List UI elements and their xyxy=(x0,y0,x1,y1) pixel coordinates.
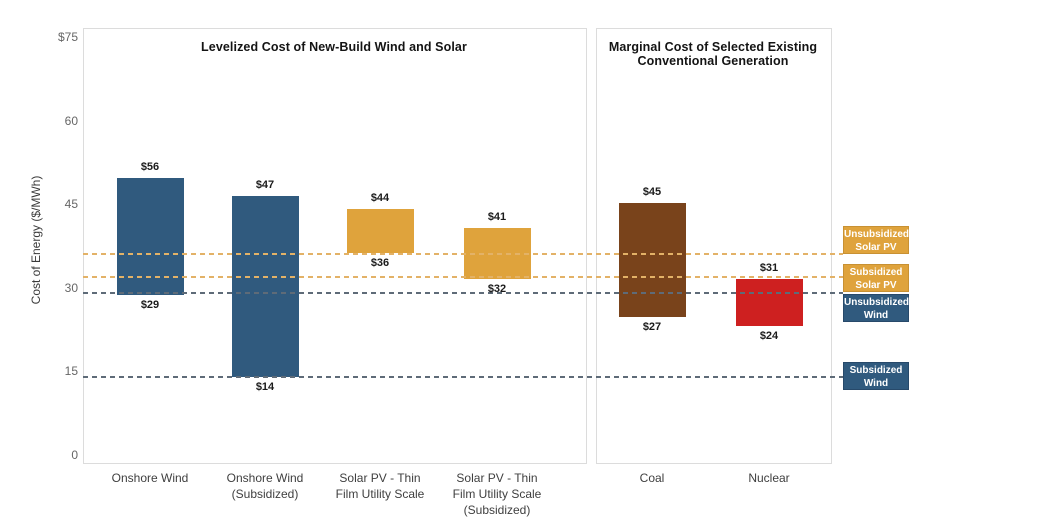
legend-badge-label-line: Solar PV xyxy=(855,279,897,291)
legend-badge-subsidized-solar-pv: Subsidized Solar PV xyxy=(843,264,909,292)
y-tick-label: 30 xyxy=(64,280,78,295)
y-tick-label: $75 xyxy=(57,30,78,44)
x-axis-category-label: Coal xyxy=(577,470,727,486)
x-axis-category-label-line: Solar PV - Thin xyxy=(456,471,538,485)
reference-line-unsubsidized-solar-pv xyxy=(83,253,843,256)
legend-badge-label-line: Wind xyxy=(863,309,889,321)
legend-badge-unsubsidized-solar-pv: Unsubsidized Solar PV xyxy=(843,226,909,254)
x-axis-category-label: Onshore Wind xyxy=(75,470,225,486)
bar-high-value-label: $56 xyxy=(140,161,160,173)
bar-low-value-label: $24 xyxy=(759,330,779,343)
reference-line-unsubsidized-wind xyxy=(83,292,843,295)
legend-badge-label-line: Unsubsidized xyxy=(844,229,910,240)
bar-low-value-label: $29 xyxy=(140,299,160,312)
x-axis-category-label: Solar PV - Thin Film Utility Scale (Subsid… xyxy=(422,470,572,518)
panel2-title: Marginal Cost of Selected Existing Conve… xyxy=(596,40,830,68)
legend-badge-label-line: Subsidized xyxy=(849,365,903,376)
bar-low-value-label: $27 xyxy=(642,320,662,333)
bar-onshore-wind xyxy=(116,178,184,296)
legend-badge-label-line: Solar PV xyxy=(855,241,897,253)
panel-marginal-cost xyxy=(596,28,832,464)
legend-badge-label-line: Unsubsidized xyxy=(844,297,910,308)
bar-high-value-label: $45 xyxy=(642,186,662,199)
x-axis-category-label-line: Coal xyxy=(639,471,665,485)
panel2-title-line1: Marginal Cost of Selected Existing xyxy=(608,40,818,54)
y-tick-label: 0 xyxy=(71,448,78,462)
panel1-title: Levelized Cost of New-Build Wind and Sol… xyxy=(201,40,467,54)
bar-low-value-label: $14 xyxy=(255,380,275,393)
y-tick-label: 15 xyxy=(64,364,78,379)
legend-badge-unsubsidized-wind: Unsubsidized Wind xyxy=(843,294,909,322)
bar-onshore-wind-subsidized xyxy=(231,195,299,377)
bar-coal xyxy=(618,203,686,317)
bar-high-value-label: $31 xyxy=(759,262,779,275)
y-tick-label: 60 xyxy=(64,113,78,128)
bar-high-value-label: $44 xyxy=(370,192,390,205)
x-axis-category-label-line: Solar PV - Thin xyxy=(339,471,421,485)
bar-low-value-label: $32 xyxy=(487,283,507,296)
legend-badge-label-line: Subsidized xyxy=(849,267,903,278)
panel-levelized-cost xyxy=(83,28,587,464)
bar-high-value-label: $47 xyxy=(255,178,275,191)
reference-line-subsidized-wind xyxy=(83,375,843,378)
x-axis-category-label-line: (Subsidized) xyxy=(463,503,531,517)
panel2-title-line2: Conventional Generation xyxy=(637,54,789,68)
x-axis-category-label-line: Onshore Wind xyxy=(226,471,304,485)
x-axis-category-label-line: Film Utility Scale xyxy=(335,487,425,501)
bar-nuclear xyxy=(735,279,803,327)
x-axis-category-label: Onshore Wind (Subsidized) xyxy=(190,470,340,502)
x-axis-category-label-line: (Subsidized) xyxy=(231,487,299,501)
legend-badge-label-line: Wind xyxy=(863,377,889,389)
y-tick-label: 45 xyxy=(64,197,78,212)
bar-solar-pv-thin-film-utility-scale xyxy=(346,209,414,254)
x-axis-category-label: Nuclear xyxy=(694,470,844,486)
bar-low-value-label: $36 xyxy=(370,257,390,270)
reference-line-subsidized-solar-pv xyxy=(83,275,843,278)
x-axis-category-label-line: Nuclear xyxy=(748,471,790,485)
bar-high-value-label: $41 xyxy=(487,211,507,224)
x-axis-category-label-line: Film Utility Scale xyxy=(452,487,542,501)
x-axis-category-label-line: Onshore Wind xyxy=(111,471,189,485)
legend-badge-subsidized-wind: Subsidized Wind xyxy=(843,362,909,390)
x-axis-category-label: Solar PV - Thin Film Utility Scale xyxy=(305,470,455,502)
